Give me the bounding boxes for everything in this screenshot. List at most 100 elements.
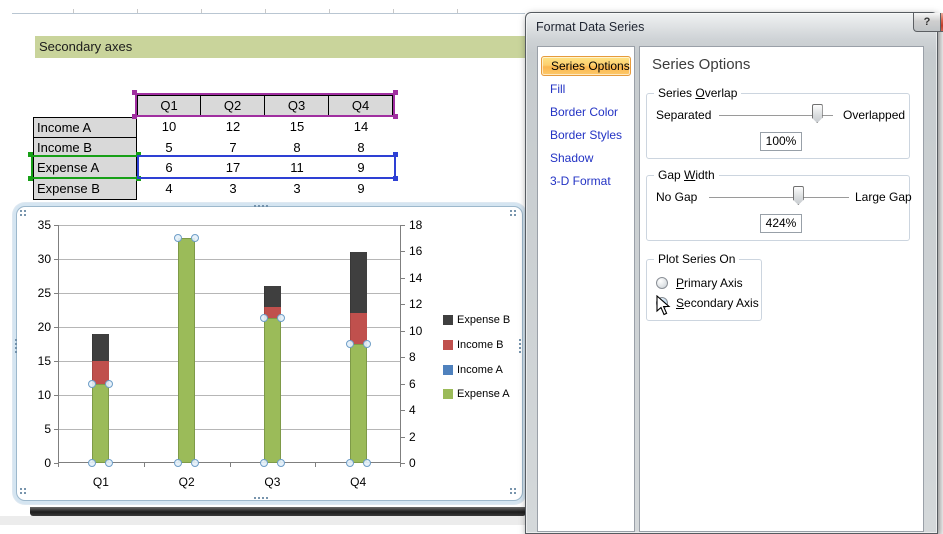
chart-grip-handle[interactable] <box>19 487 28 496</box>
table-cell[interactable]: 14 <box>353 119 369 134</box>
sidebar-item-fill[interactable]: Fill <box>550 82 566 96</box>
table-cell[interactable]: 15 <box>289 119 305 134</box>
table-cell[interactable]: 9 <box>357 180 365 196</box>
secondary-axis-tick-label: 18 <box>409 218 423 232</box>
series-selection-handle[interactable] <box>345 459 354 467</box>
series-selection-handle[interactable] <box>259 459 268 467</box>
row-gridline <box>12 13 525 14</box>
table-cell[interactable]: 8 <box>293 139 301 155</box>
series-selection-handle[interactable] <box>345 340 354 348</box>
chart-grip-handle[interactable] <box>253 204 269 209</box>
table-cell[interactable]: 17 <box>225 160 241 175</box>
series-selection-handle[interactable] <box>88 379 97 388</box>
bar-expense-a-q2[interactable] <box>178 238 196 463</box>
radio-button[interactable] <box>656 277 668 289</box>
bar-expense-b-q1[interactable] <box>92 333 110 361</box>
range-handle[interactable] <box>393 176 398 181</box>
range-handle[interactable] <box>393 114 398 119</box>
bar-expense-a-q3[interactable] <box>263 317 281 463</box>
sidebar-item-border-color[interactable]: Border Color <box>550 105 619 119</box>
column-tick <box>329 9 330 13</box>
dialog-content-panel: Series Options Series Overlap Separated … <box>639 46 924 532</box>
bar-expense-a-q4[interactable] <box>349 344 367 463</box>
table-cell[interactable]: 8 <box>357 139 365 155</box>
range-handle[interactable] <box>393 152 398 157</box>
legend-label: Income A <box>457 364 503 376</box>
series-selection-handle[interactable] <box>362 459 371 467</box>
range-handle[interactable] <box>132 114 137 119</box>
gap-width-slider-thumb[interactable] <box>792 186 804 205</box>
table-cell[interactable]: 7 <box>229 139 237 155</box>
column-tick <box>457 9 458 13</box>
chart-grip-handle[interactable] <box>14 338 19 354</box>
axis-tick <box>401 357 405 359</box>
series-selection-handle[interactable] <box>191 234 200 243</box>
range-handle[interactable] <box>393 90 398 95</box>
gap-width-slider[interactable] <box>709 186 849 205</box>
gridline <box>58 293 401 294</box>
series-selection-handle[interactable] <box>191 459 200 467</box>
series-selection-handle[interactable] <box>174 234 183 243</box>
range-handle[interactable] <box>28 176 33 181</box>
primary-axis-tick-label: 30 <box>37 252 51 266</box>
series-selection-handle[interactable] <box>276 313 285 322</box>
series-selection-handle[interactable] <box>105 459 114 467</box>
sidebar-item-shadow[interactable]: Shadow <box>550 151 594 165</box>
table-cell[interactable]: 5 <box>165 139 173 155</box>
table-cell[interactable]: 3 <box>229 180 237 196</box>
column-header-q1[interactable]: Q1 <box>137 95 201 116</box>
column-header-q3[interactable]: Q3 <box>265 95 329 116</box>
chart-object[interactable]: 0 5 10 15 20 25 30 35 0 2 4 6 8 10 12 14 16 18 Q1 Q2 Q3 Q4 Ex… <box>14 204 523 501</box>
axis-tick <box>401 383 405 385</box>
bar-expense-a-q1[interactable] <box>92 383 110 463</box>
series-overlap-value[interactable]: 100% <box>760 132 802 151</box>
chart-grip-handle[interactable] <box>19 209 28 218</box>
bar-expense-b-q4[interactable] <box>349 252 367 314</box>
table-cell[interactable]: 10 <box>161 119 177 134</box>
table-cell[interactable]: 9 <box>357 160 365 175</box>
series-selection-handle[interactable] <box>174 459 183 467</box>
sidebar-item-border-styles[interactable]: Border Styles <box>550 128 623 142</box>
series-overlap-slider-thumb[interactable] <box>811 104 823 123</box>
row-label-income-a[interactable]: Income A <box>33 117 137 138</box>
series-selection-handle[interactable] <box>259 313 268 322</box>
close-icon[interactable]: x <box>940 13 943 32</box>
secondary-axis-tick-label: 12 <box>409 297 423 312</box>
legend-swatch <box>443 315 453 325</box>
table-cell[interactable]: 11 <box>290 160 304 175</box>
series-selection-handle[interactable] <box>105 379 114 388</box>
series-selection-handle[interactable] <box>88 459 97 467</box>
format-data-series-dialog: Format Data Series ? x Series Options Fil… <box>525 12 943 534</box>
table-cell[interactable]: 12 <box>225 119 241 134</box>
large-gap-label: Large Gap <box>855 190 912 204</box>
sidebar-item-series-options[interactable]: Series Options <box>541 56 631 76</box>
sidebar-item-3-d-format[interactable]: 3-D Format <box>550 174 611 188</box>
sheet-title-cell[interactable]: Secondary axes <box>35 36 525 58</box>
series-selection-handle[interactable] <box>362 340 371 348</box>
legend-label: Expense B <box>457 314 511 326</box>
series-selection-handle[interactable] <box>276 459 285 467</box>
chart-grip-handle[interactable] <box>518 338 523 354</box>
radio-secondary-axis[interactable]: Secondary Axis <box>656 296 759 310</box>
radio-button[interactable] <box>656 297 668 309</box>
gap-width-value[interactable]: 424% <box>760 214 802 233</box>
row-label-expense-b[interactable]: Expense B <box>33 178 137 200</box>
table-cell[interactable]: 3 <box>293 180 301 196</box>
bar-expense-b-q3[interactable] <box>263 286 281 307</box>
secondary-axis-tick-label: 8 <box>409 350 416 365</box>
chart-grip-handle[interactable] <box>253 496 269 501</box>
range-handle[interactable] <box>132 90 137 95</box>
axis-tick <box>401 330 405 332</box>
table-cell[interactable]: 6 <box>165 160 173 175</box>
axis-tick <box>143 463 145 467</box>
chart-grip-handle[interactable] <box>509 487 518 496</box>
chart-plot-area[interactable] <box>58 225 401 467</box>
range-handle[interactable] <box>28 152 33 157</box>
axis-tick <box>401 225 405 226</box>
chart-grip-handle[interactable] <box>509 209 518 218</box>
range-handle[interactable] <box>136 152 141 157</box>
table-cell[interactable]: 4 <box>165 180 173 196</box>
radio-primary-axis[interactable]: Primary Axis <box>656 276 756 290</box>
series-overlap-slider[interactable] <box>719 104 833 123</box>
help-icon[interactable]: ? <box>913 13 941 32</box>
